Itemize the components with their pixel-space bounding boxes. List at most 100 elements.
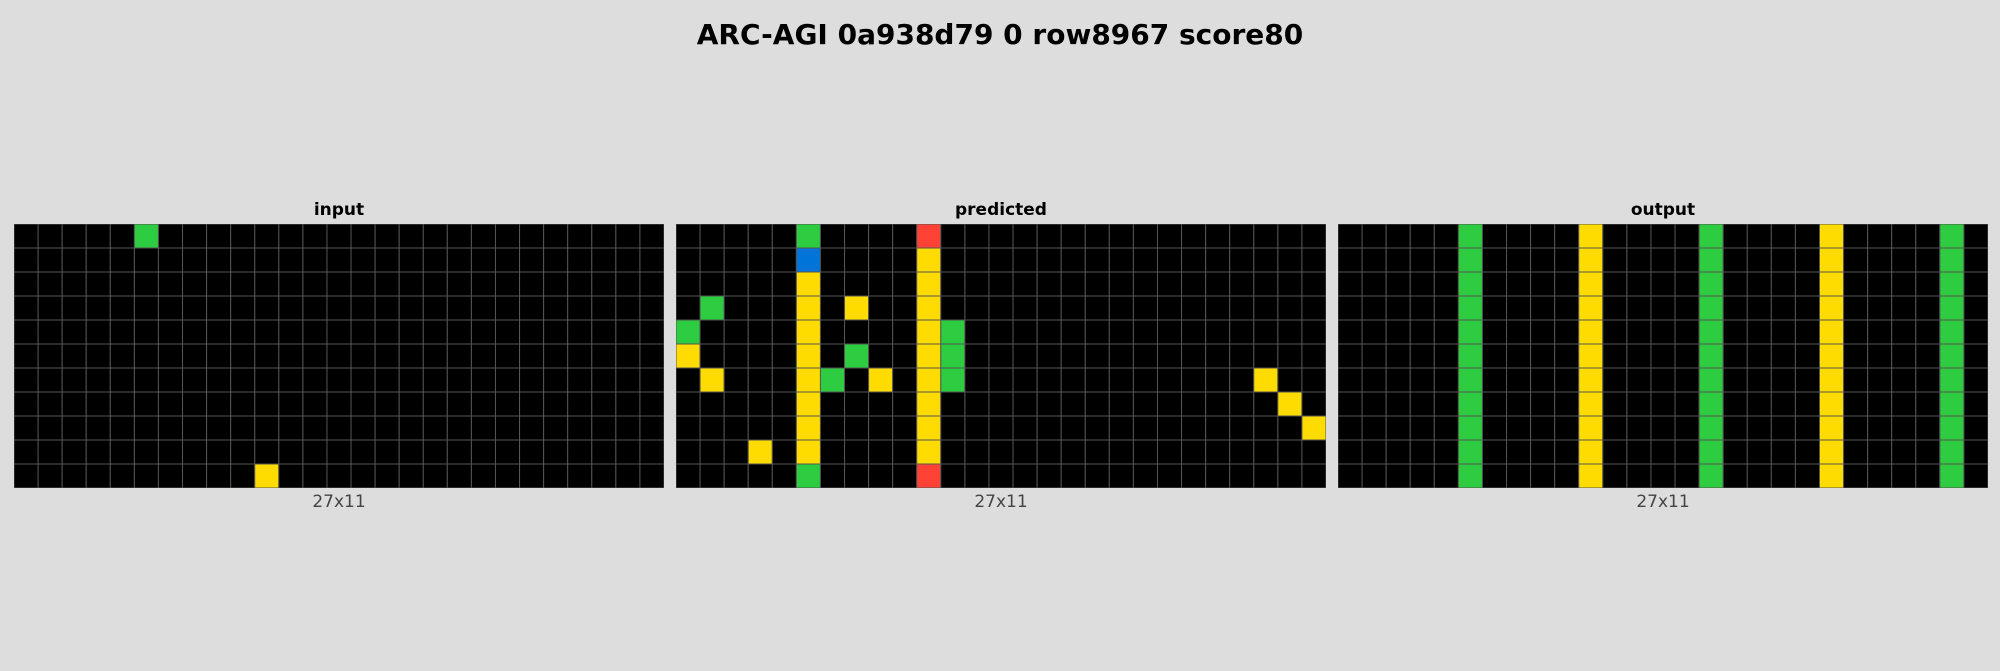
grid-cell bbox=[470, 439, 496, 465]
grid-cell bbox=[1915, 343, 1941, 369]
grid-cell bbox=[1084, 224, 1110, 249]
grid-cell bbox=[1626, 247, 1652, 273]
grid-cell bbox=[470, 463, 496, 488]
grid-cell bbox=[868, 367, 894, 393]
grid-cell bbox=[1060, 224, 1086, 249]
grid-cell bbox=[61, 367, 87, 393]
grid-cell bbox=[1301, 247, 1326, 273]
grid-cell bbox=[747, 391, 773, 417]
grid-cell bbox=[639, 343, 664, 369]
grid-cell bbox=[350, 367, 376, 393]
grid-cell bbox=[1818, 295, 1845, 321]
grid-cell bbox=[230, 391, 256, 417]
grid-cell bbox=[892, 391, 918, 417]
grid-cell bbox=[230, 415, 256, 441]
grid-cell bbox=[1626, 224, 1652, 249]
grid-cell bbox=[676, 415, 701, 441]
grid-cell bbox=[157, 247, 184, 273]
grid-cell bbox=[1578, 247, 1604, 273]
grid-cell bbox=[819, 319, 846, 345]
grid-cell bbox=[747, 439, 773, 465]
grid-cell bbox=[699, 224, 725, 249]
grid-cell bbox=[85, 319, 111, 345]
grid-cell bbox=[1867, 415, 1893, 441]
grid-cell bbox=[1722, 391, 1748, 417]
grid-cell bbox=[1939, 224, 1965, 249]
grid-cell bbox=[1939, 391, 1965, 417]
grid-cell bbox=[1481, 295, 1508, 321]
grid-cell bbox=[1578, 391, 1604, 417]
grid-cell bbox=[1867, 463, 1893, 488]
grid-cell bbox=[771, 343, 797, 369]
grid-cell bbox=[1698, 319, 1724, 345]
grid-cell bbox=[1698, 224, 1724, 249]
grid-cell bbox=[14, 391, 39, 417]
grid-cell bbox=[1963, 367, 1988, 393]
grid-cell bbox=[543, 439, 569, 465]
grid-cell bbox=[1602, 271, 1628, 297]
grid-cell bbox=[61, 271, 87, 297]
grid-cell bbox=[1012, 415, 1038, 441]
grid-cell bbox=[988, 224, 1014, 249]
grid-cell bbox=[519, 319, 545, 345]
grid-cell bbox=[892, 439, 918, 465]
grid-cell bbox=[1722, 271, 1748, 297]
grid-cell bbox=[446, 415, 472, 441]
grid-cell bbox=[1481, 343, 1508, 369]
grid-cell bbox=[567, 295, 593, 321]
grid-cell bbox=[615, 415, 641, 441]
grid-cell bbox=[519, 463, 545, 488]
grid-cell bbox=[157, 271, 184, 297]
grid-cell bbox=[1818, 415, 1845, 441]
grid-cell bbox=[1385, 367, 1411, 393]
grid-cell bbox=[1722, 224, 1748, 249]
grid-cell bbox=[844, 319, 870, 345]
grid-cell bbox=[85, 415, 111, 441]
grid-cell bbox=[1433, 391, 1459, 417]
grid-cell bbox=[1385, 463, 1411, 488]
grid-cell bbox=[1229, 391, 1255, 417]
grid-cell bbox=[1602, 295, 1628, 321]
grid-cell bbox=[1338, 247, 1363, 273]
grid-cell bbox=[1433, 367, 1459, 393]
grid-cell bbox=[254, 415, 280, 441]
grid-cell bbox=[422, 224, 448, 249]
grid-cell bbox=[1915, 271, 1941, 297]
grid-cell bbox=[254, 224, 280, 249]
grid-cell bbox=[1409, 367, 1435, 393]
grid-cell bbox=[278, 367, 304, 393]
grid-cell bbox=[988, 367, 1014, 393]
grid-cell bbox=[37, 295, 63, 321]
grid-cell bbox=[133, 295, 159, 321]
grid-cell bbox=[302, 463, 328, 488]
grid-cell bbox=[940, 224, 966, 249]
grid-cell bbox=[278, 415, 304, 441]
grid-cell bbox=[254, 367, 280, 393]
grid-cell bbox=[85, 271, 111, 297]
grid-cell bbox=[916, 295, 942, 321]
grid-cell bbox=[940, 343, 966, 369]
grid-cell bbox=[844, 343, 870, 369]
grid-cell bbox=[1602, 343, 1628, 369]
grid-cell bbox=[639, 319, 664, 345]
grid-cell bbox=[1530, 463, 1556, 488]
grid-cell bbox=[1867, 391, 1893, 417]
grid-cell bbox=[1277, 224, 1303, 249]
grid-cell bbox=[1108, 391, 1134, 417]
grid-cell bbox=[1650, 415, 1676, 441]
grid-cell bbox=[398, 224, 424, 249]
grid-cell bbox=[61, 439, 87, 465]
grid-cell bbox=[988, 271, 1014, 297]
grid-cell bbox=[37, 224, 63, 249]
grid-cell bbox=[543, 391, 569, 417]
grid-cell bbox=[157, 463, 184, 488]
grid-cell bbox=[109, 415, 135, 441]
grid-cell bbox=[1433, 343, 1459, 369]
grid-cell bbox=[591, 224, 617, 249]
grid-cell bbox=[1181, 224, 1207, 249]
grid-cell bbox=[14, 224, 39, 249]
grid-cell bbox=[615, 343, 641, 369]
grid-cell bbox=[591, 463, 617, 488]
grid-cell bbox=[591, 343, 617, 369]
grid-cell bbox=[85, 247, 111, 273]
